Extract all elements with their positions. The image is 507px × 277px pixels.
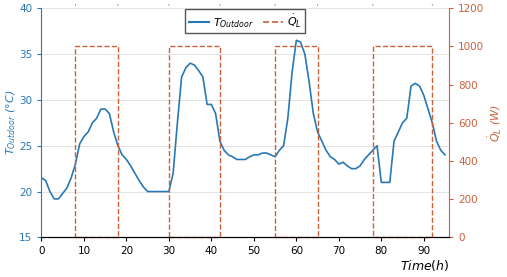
Bar (275, 46, 317, 237)
Bar (373, 46, 432, 237)
Y-axis label: $T_{Outdoor}$ (°C): $T_{Outdoor}$ (°C) (4, 90, 18, 155)
Bar (169, 46, 220, 237)
Legend: $T_{Outdoor}$, $\dot{Q}_L$: $T_{Outdoor}$, $\dot{Q}_L$ (185, 9, 305, 33)
Y-axis label: $\dot{Q}_L$ (W): $\dot{Q}_L$ (W) (486, 104, 503, 142)
Bar (76, 46, 118, 237)
X-axis label: $Time(h)$: $Time(h)$ (400, 258, 449, 273)
